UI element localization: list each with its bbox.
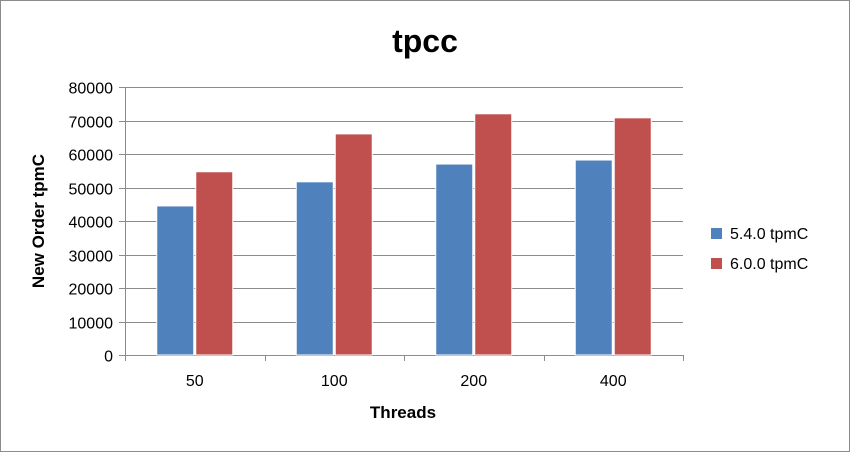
x-tick-label: 200 [460,373,487,390]
bar-series1-400 [574,159,613,356]
legend-label: 5.4.0 tpmC [730,226,808,243]
bars [156,113,652,356]
bar-series2-400 [613,117,652,356]
x-tick-label: 100 [321,373,348,390]
y-tick-label: 60000 [69,148,114,165]
y-tick-label: 80000 [69,81,114,98]
bar-series1-200 [435,163,474,356]
x-tick-label: 50 [186,373,204,390]
y-tick-label: 40000 [69,215,114,232]
y-tick-label: 70000 [69,115,114,132]
chart-title: tpcc [392,23,458,59]
legend-swatch [711,258,722,269]
bar-series2-100 [334,133,373,356]
legend-swatch [711,228,722,239]
y-axis-title: New Order tpmC [29,154,48,288]
legend: 5.4.0 tpmC 6.0.0 tpmC [711,226,808,273]
y-tick-label: 10000 [69,316,114,333]
y-tick-label: 0 [104,349,113,366]
bar-series2-50 [195,171,234,356]
x-tick-label: 400 [600,373,627,390]
legend-label: 6.0.0 tpmC [730,256,808,273]
y-tick-label: 30000 [69,249,114,266]
bar-series1-50 [156,205,195,356]
bar-series1-100 [295,181,334,356]
bar-series2-200 [474,113,513,356]
y-tick-label: 20000 [69,282,114,299]
y-tick-label: 50000 [69,182,114,199]
x-tick-labels: 50 100 200 400 [186,373,627,390]
y-tick-labels: 0 10000 20000 30000 40000 50000 60000 70000 8000… [69,81,114,366]
x-axis-title: Threads [370,403,436,422]
